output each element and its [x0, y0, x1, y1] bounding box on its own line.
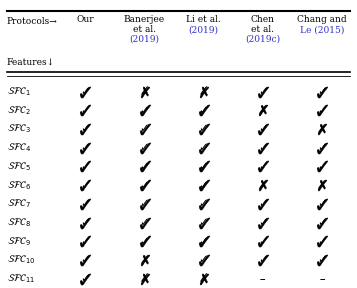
- Text: ✓: ✓: [140, 141, 150, 154]
- Text: ✓: ✓: [80, 141, 90, 154]
- Text: et al.: et al.: [251, 25, 274, 34]
- Text: ✓: ✓: [258, 197, 268, 210]
- Text: ✓: ✓: [258, 235, 268, 248]
- Text: ✓: ✓: [80, 272, 90, 285]
- Text: (2019): (2019): [130, 35, 160, 44]
- Text: ✗: ✗: [140, 272, 150, 285]
- Text: ✓: ✓: [80, 197, 90, 210]
- Text: $\mathcal{S}\mathcal{F}\mathcal{C}_{8}$: $\mathcal{S}\mathcal{F}\mathcal{C}_{8}$: [6, 216, 31, 229]
- Text: –: –: [260, 274, 266, 284]
- Text: ✓: ✓: [258, 85, 268, 98]
- Text: ✓: ✓: [258, 253, 268, 266]
- Text: ✓: ✓: [199, 160, 208, 173]
- Text: (2019): (2019): [188, 25, 218, 34]
- Text: $\mathcal{S}\mathcal{F}\mathcal{C}_{5}$: $\mathcal{S}\mathcal{F}\mathcal{C}_{5}$: [6, 160, 31, 173]
- Text: ✓: ✓: [140, 197, 150, 210]
- Text: ✓: ✓: [140, 122, 150, 135]
- Text: ✓: ✓: [317, 85, 327, 98]
- Text: –: –: [319, 274, 325, 284]
- Text: (2019c): (2019c): [245, 35, 280, 44]
- Text: ✓: ✓: [199, 253, 208, 266]
- Text: ✓: ✓: [199, 104, 208, 117]
- Text: ✓: ✓: [258, 122, 268, 135]
- Text: ✓: ✓: [317, 216, 327, 229]
- Text: ✓: ✓: [199, 122, 208, 135]
- Text: ✓: ✓: [317, 253, 327, 266]
- Text: $\mathcal{S}\mathcal{F}\mathcal{C}_{2}$: $\mathcal{S}\mathcal{F}\mathcal{C}_{2}$: [6, 104, 30, 117]
- Text: ✓: ✓: [317, 235, 327, 248]
- Text: ✗: ✗: [258, 104, 268, 117]
- Text: ✓: ✓: [317, 141, 327, 154]
- Text: –: –: [260, 274, 266, 284]
- Text: $\mathcal{S}\mathcal{F}\mathcal{C}_{11}$: $\mathcal{S}\mathcal{F}\mathcal{C}_{11}$: [6, 272, 35, 285]
- Text: ✓: ✓: [199, 141, 208, 154]
- Text: ✓: ✓: [80, 235, 90, 248]
- Text: –: –: [319, 274, 325, 284]
- Text: $\mathcal{S}\mathcal{F}\mathcal{C}_{6}$: $\mathcal{S}\mathcal{F}\mathcal{C}_{6}$: [6, 179, 31, 192]
- Text: Li et al.: Li et al.: [186, 15, 221, 24]
- Text: ✓: ✓: [199, 216, 208, 229]
- Text: ✓: ✓: [317, 104, 327, 117]
- Text: ✗: ✗: [140, 85, 150, 98]
- Text: $\mathcal{S}\mathcal{F}\mathcal{C}_{10}$: $\mathcal{S}\mathcal{F}\mathcal{C}_{10}$: [6, 254, 35, 266]
- Text: ✓: ✓: [80, 104, 90, 117]
- Text: ✓: ✓: [140, 216, 150, 229]
- Text: ✓: ✓: [199, 235, 208, 248]
- Text: ✓: ✓: [140, 104, 150, 117]
- Text: $\mathcal{S}\mathcal{F}\mathcal{C}_{1}$: $\mathcal{S}\mathcal{F}\mathcal{C}_{1}$: [6, 85, 30, 98]
- Text: Our: Our: [77, 15, 94, 24]
- Text: ✓: ✓: [80, 253, 90, 266]
- Text: ✓: ✓: [317, 160, 327, 173]
- Text: ✓: ✓: [199, 197, 208, 210]
- Text: ✗: ✗: [140, 253, 150, 266]
- Text: Features↓: Features↓: [6, 58, 55, 67]
- Text: et al.: et al.: [133, 25, 156, 34]
- Text: ✗: ✗: [317, 179, 327, 192]
- Text: ✗: ✗: [317, 122, 327, 135]
- Text: $\mathcal{S}\mathcal{F}\mathcal{C}_{7}$: $\mathcal{S}\mathcal{F}\mathcal{C}_{7}$: [6, 198, 31, 210]
- Text: ✓: ✓: [80, 160, 90, 173]
- Text: ✓: ✓: [258, 160, 268, 173]
- Text: ✓: ✓: [317, 197, 327, 210]
- Text: ✗: ✗: [258, 179, 268, 192]
- Text: ✓: ✓: [140, 179, 150, 192]
- Text: ✗: ✗: [199, 85, 208, 98]
- Text: Protocols→: Protocols→: [6, 17, 57, 26]
- Text: $\mathcal{S}\mathcal{F}\mathcal{C}_{4}$: $\mathcal{S}\mathcal{F}\mathcal{C}_{4}$: [6, 141, 31, 154]
- Text: ✓: ✓: [80, 122, 90, 135]
- Text: ✓: ✓: [199, 179, 208, 192]
- Text: Chang and: Chang and: [297, 15, 347, 24]
- Text: $\mathcal{S}\mathcal{F}\mathcal{C}_{3}$: $\mathcal{S}\mathcal{F}\mathcal{C}_{3}$: [6, 123, 31, 135]
- Text: ✓: ✓: [80, 179, 90, 192]
- Text: ✓: ✓: [80, 85, 90, 98]
- Text: ✓: ✓: [80, 216, 90, 229]
- Text: ✓: ✓: [140, 160, 150, 173]
- Text: ✗: ✗: [199, 272, 208, 285]
- Text: Le (2015): Le (2015): [300, 25, 344, 34]
- Text: ✓: ✓: [140, 235, 150, 248]
- Text: ✓: ✓: [258, 141, 268, 154]
- Text: Chen: Chen: [251, 15, 275, 24]
- Text: $\mathcal{S}\mathcal{F}\mathcal{C}_{9}$: $\mathcal{S}\mathcal{F}\mathcal{C}_{9}$: [6, 235, 31, 248]
- Text: ✓: ✓: [258, 216, 268, 229]
- Text: Banerjee: Banerjee: [124, 15, 165, 24]
